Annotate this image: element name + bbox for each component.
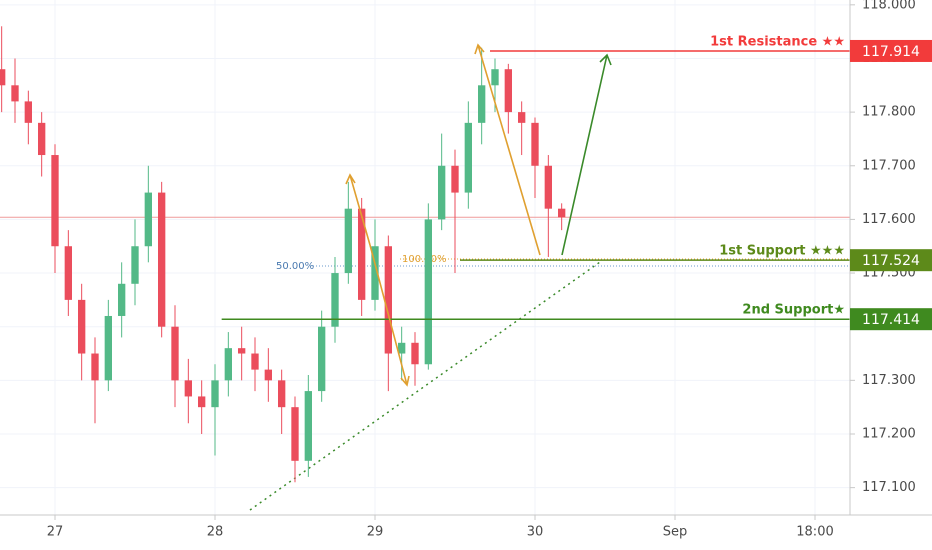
x-tick-label: Sep — [663, 525, 688, 540]
y-tick-label: 117.200 — [862, 426, 916, 441]
arrow — [345, 173, 371, 246]
arrow — [561, 53, 612, 256]
level-label: 2nd Support★ — [742, 303, 845, 318]
level-label: 1st Resistance ★★ — [710, 34, 845, 49]
candle-body — [464, 122, 472, 193]
price-tag-label: 117.524 — [862, 253, 920, 269]
x-tick-label: 28 — [207, 525, 224, 540]
candle-body — [384, 246, 392, 354]
candle-body — [304, 391, 312, 461]
fib-label: 50.00% — [276, 261, 314, 272]
candle-body — [91, 353, 99, 381]
fib-label: 100.00% — [402, 254, 447, 265]
candle-body — [318, 326, 326, 392]
candle-body — [411, 342, 419, 365]
arrow — [474, 43, 541, 256]
price-tag — [850, 39, 932, 62]
candle-body — [344, 208, 352, 274]
axes: 117.100117.200117.300117.400117.500117.6… — [47, 0, 932, 540]
y-tick-label: 117.700 — [862, 158, 916, 173]
candle-body — [331, 273, 339, 327]
candle-body — [64, 246, 72, 300]
candle-body — [171, 326, 179, 381]
candle-body — [251, 353, 259, 370]
candle-body — [24, 101, 32, 123]
candle-body — [158, 192, 166, 327]
candle-body — [438, 165, 446, 220]
level-label: 1st Support ★★★ — [719, 244, 845, 259]
candle-body — [424, 219, 432, 365]
candle-body — [238, 348, 246, 354]
candle-body — [531, 122, 539, 166]
price-tag-label: 117.914 — [862, 44, 920, 60]
candle-body — [144, 192, 152, 247]
price-tag — [850, 308, 932, 331]
candle-body — [51, 155, 59, 247]
price-tag-label: 117.414 — [862, 312, 920, 328]
candle-body — [478, 85, 486, 123]
candle-body — [518, 112, 526, 123]
plot: 1st Resistance ★★ 1st Support ★★★ 2nd Supp… — [0, 26, 850, 483]
x-tick-label: 30 — [527, 525, 544, 540]
candle-body — [371, 246, 379, 300]
y-tick-label: 117.100 — [862, 480, 916, 495]
candle-body — [504, 69, 512, 113]
arrows — [345, 43, 541, 387]
y-tick-label: 117.300 — [862, 373, 916, 388]
candle-body — [451, 165, 459, 193]
candle-body — [38, 122, 46, 156]
candle-body — [558, 208, 566, 218]
candle-body — [491, 69, 499, 86]
candle-body — [224, 348, 232, 381]
x-tick-label: 18:00 — [796, 525, 833, 540]
arrows — [561, 53, 612, 256]
candle-body — [544, 165, 552, 209]
y-tick-label: 117.600 — [862, 212, 916, 227]
candle-body — [131, 246, 139, 284]
arrow — [369, 244, 410, 387]
candle-body — [211, 380, 219, 408]
price-tag — [850, 249, 932, 272]
candle-body — [11, 85, 19, 102]
candle-body — [278, 380, 286, 408]
candle-body — [358, 208, 366, 300]
candle-body — [198, 396, 206, 408]
candle-body — [184, 380, 192, 397]
candle-body — [118, 283, 126, 316]
candle-body — [264, 369, 272, 381]
candle-body — [104, 315, 112, 381]
x-tick-label: 29 — [367, 525, 384, 540]
x-tick-label: 27 — [47, 525, 64, 540]
y-tick-label: 117.800 — [862, 105, 916, 120]
candle-body — [291, 407, 299, 461]
candle-body — [0, 69, 6, 86]
y-tick-label: 118.000 — [862, 0, 916, 12]
candle-body — [398, 342, 406, 354]
candle-body — [78, 299, 86, 354]
